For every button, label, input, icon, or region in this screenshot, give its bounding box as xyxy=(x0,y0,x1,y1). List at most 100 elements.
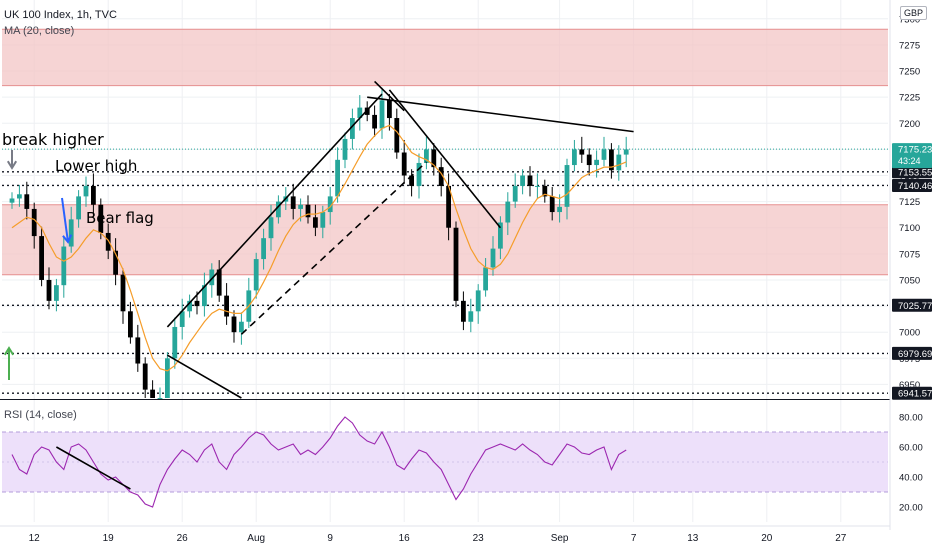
rsi-tick-label: 60.00 xyxy=(899,443,923,454)
moving-average-line xyxy=(11,124,627,372)
candle-body xyxy=(535,185,540,187)
candle-body xyxy=(498,222,503,249)
rsi-tick-label: 40.00 xyxy=(899,473,923,484)
candle-body xyxy=(453,227,459,301)
rsi-tick-label: 20.00 xyxy=(899,503,923,514)
time-tick-label: 12 xyxy=(29,533,41,544)
candle-body xyxy=(586,154,592,166)
candle-body xyxy=(157,398,163,399)
time-tick-label: 19 xyxy=(103,533,115,544)
time-tick-label: 16 xyxy=(399,533,411,544)
candle-body xyxy=(24,194,30,209)
time-tick-label: 23 xyxy=(473,533,485,544)
candle-body xyxy=(387,100,392,119)
candle-body xyxy=(320,212,326,228)
down-arrow-icon-head xyxy=(6,160,18,170)
candle-body xyxy=(520,175,525,186)
candle-body xyxy=(83,185,89,197)
candle-body xyxy=(483,267,488,291)
candle-body xyxy=(216,269,222,296)
candle-body xyxy=(17,194,22,199)
candle-body xyxy=(179,311,185,327)
candle-body xyxy=(268,217,274,239)
candle-body xyxy=(572,149,577,166)
candle-body xyxy=(549,196,555,213)
price-tick-label: 7100 xyxy=(899,223,920,234)
candle-body xyxy=(409,175,414,186)
candle-body xyxy=(313,217,318,228)
annotation-lower-high: Lower high xyxy=(55,157,138,175)
price-tick-label: 7000 xyxy=(899,328,920,339)
time-tick-label: 20 xyxy=(761,533,773,544)
candle-body xyxy=(557,206,562,213)
candle-body xyxy=(623,149,629,155)
candle-body xyxy=(135,337,141,364)
time-tick-label: Aug xyxy=(247,533,265,544)
trendline xyxy=(374,80,405,112)
time-tick-label: 13 xyxy=(687,533,699,544)
trendline xyxy=(166,354,242,399)
candle-body xyxy=(209,269,215,286)
ma-legend[interactable]: MA (20, close) xyxy=(4,25,75,37)
candle-body xyxy=(298,204,303,209)
candle-body xyxy=(564,165,570,207)
candle-body xyxy=(594,159,599,166)
candle-body xyxy=(76,196,81,220)
candle-body xyxy=(350,118,355,139)
candle-body xyxy=(231,316,237,333)
candle-body xyxy=(424,149,429,163)
candle-body xyxy=(475,290,481,312)
candle-body xyxy=(542,185,548,197)
trendline xyxy=(240,161,427,335)
candle-body xyxy=(142,363,148,390)
candle-body xyxy=(527,175,533,186)
price-tick-label: 7200 xyxy=(899,119,920,130)
down-arrow-icon xyxy=(61,197,69,243)
price-level-label: 7153.55 xyxy=(898,167,932,178)
price-tick-label: 7275 xyxy=(899,40,920,51)
rsi-line xyxy=(11,416,627,508)
candle-body xyxy=(253,259,259,291)
candle-body xyxy=(202,285,207,307)
price-tick-label: 7075 xyxy=(899,249,920,260)
price-level-label: 6979.69 xyxy=(898,349,932,360)
candle-body xyxy=(357,107,363,119)
price-tick-label: 6950 xyxy=(899,380,920,391)
symbol-legend[interactable]: UK 100 Index, 1h, TVC xyxy=(4,9,117,21)
currency-badge[interactable]: GBP xyxy=(900,6,928,20)
candle-body xyxy=(579,149,585,155)
time-tick-label: 7 xyxy=(631,533,637,544)
annotation-break-higher: break higher xyxy=(2,130,104,149)
time-tick-label: 26 xyxy=(177,533,189,544)
candle-body xyxy=(609,149,614,171)
trendline xyxy=(166,93,383,328)
candle-body xyxy=(394,118,400,153)
time-tick-label: Sep xyxy=(551,533,569,544)
candle-body xyxy=(438,167,444,186)
resistance-zone xyxy=(2,29,888,86)
candle-body xyxy=(261,238,266,260)
price-level-label: 7140.46 xyxy=(898,181,932,192)
candle-body xyxy=(194,300,200,307)
last-price-badge xyxy=(892,143,932,169)
candle-body xyxy=(305,204,311,218)
rsi-legend[interactable]: RSI (14, close) xyxy=(4,409,77,421)
rsi-band xyxy=(2,432,888,492)
candle-body xyxy=(91,185,96,205)
candle-body xyxy=(31,208,37,237)
rsi-trendline xyxy=(56,446,131,490)
price-tick-label: 7250 xyxy=(899,67,920,78)
price-tick-label: 7125 xyxy=(899,197,920,208)
candle-body xyxy=(105,232,111,251)
candle-body xyxy=(61,246,67,286)
candle-body xyxy=(224,295,229,317)
last-price-label: 7175.23 xyxy=(898,145,932,156)
candle-body xyxy=(150,389,155,398)
price-level-label-bg xyxy=(892,298,932,312)
candle-body xyxy=(68,219,74,247)
time-tick-label: 9 xyxy=(327,533,333,544)
countdown-label: 43:24 xyxy=(898,156,921,166)
price-level-label: 7025.77 xyxy=(898,301,932,312)
candle-body xyxy=(461,300,466,322)
candle-body xyxy=(335,159,340,197)
